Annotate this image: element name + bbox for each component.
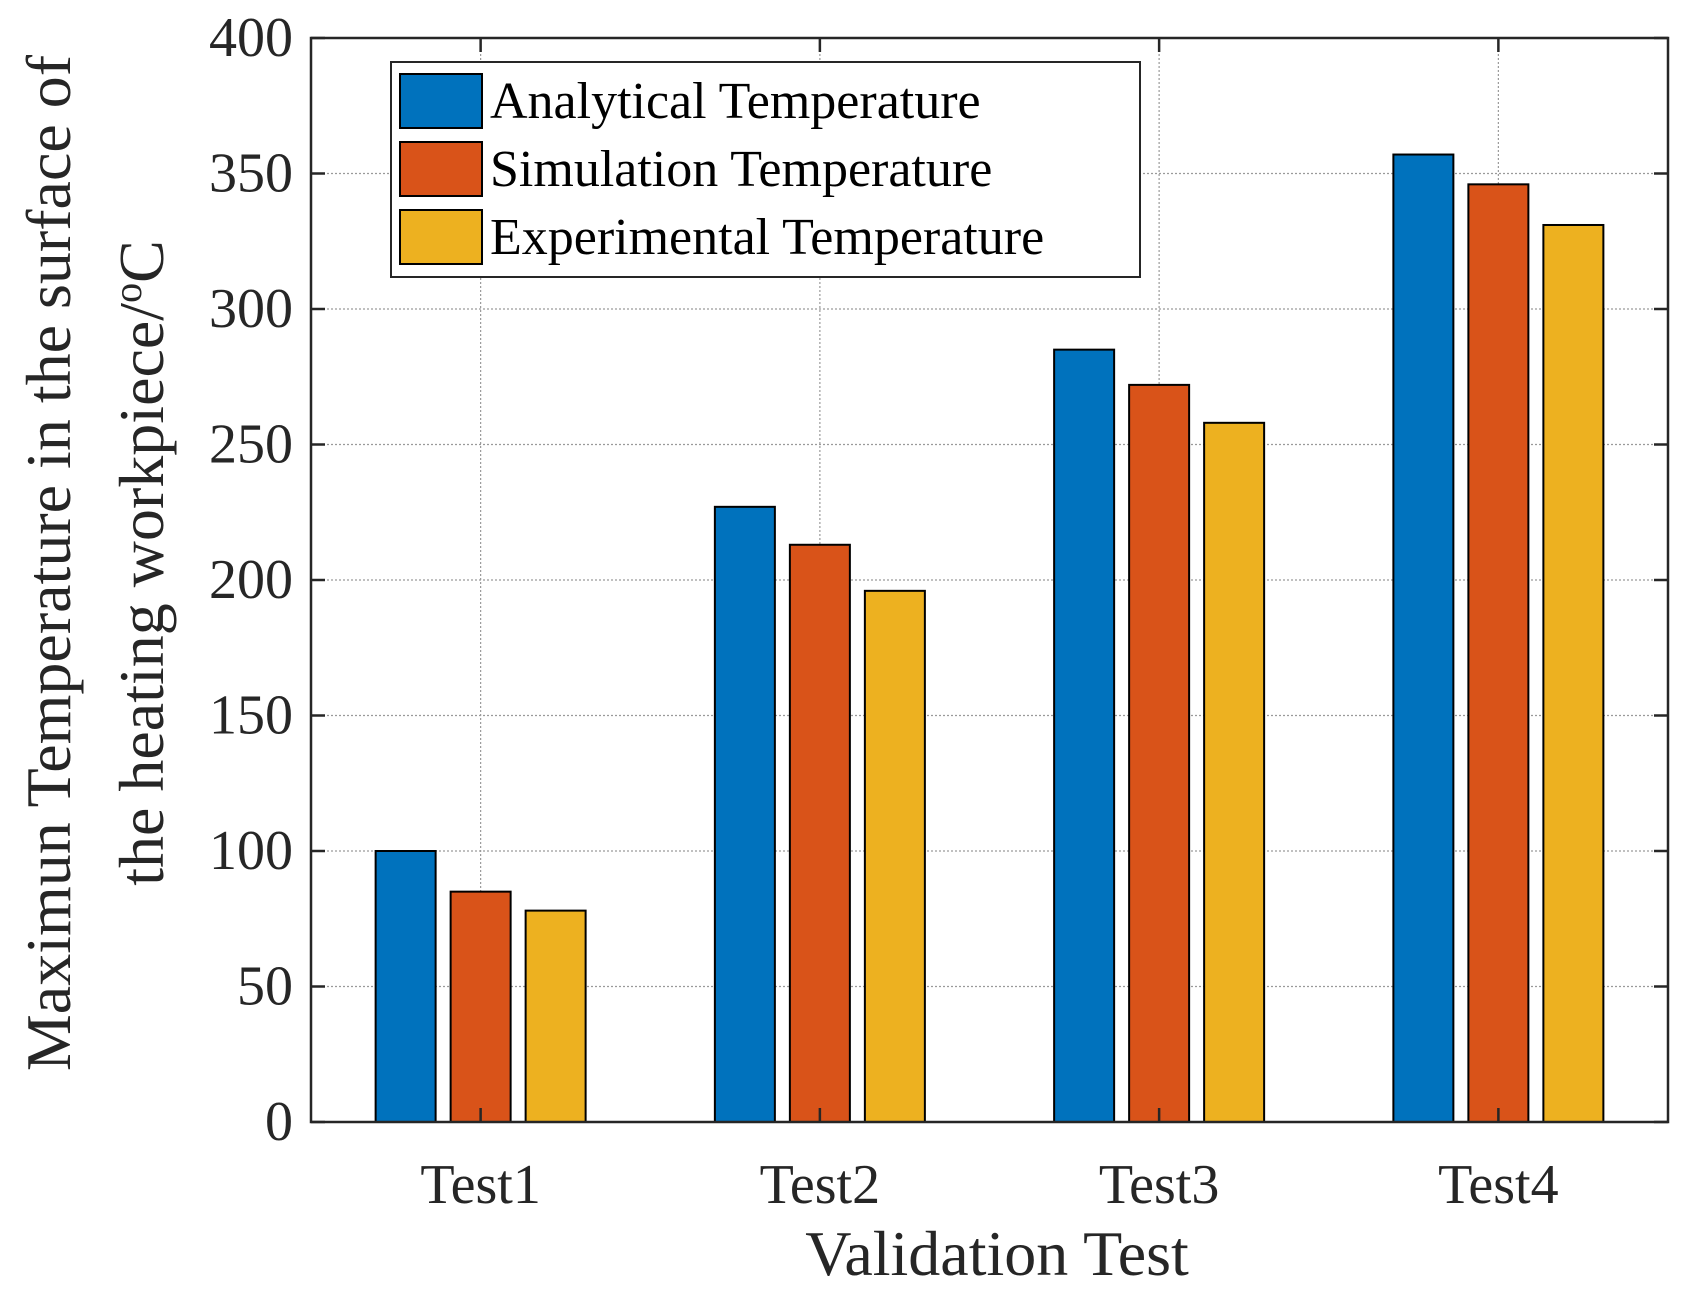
bars <box>374 153 1605 1124</box>
bar-analytical-temperature-test2 <box>713 505 776 1123</box>
y-tick-label: 200 <box>209 549 293 611</box>
bar-simulation-temperature-test1 <box>449 890 512 1124</box>
y-axis-title-line1: Maximun Temperature in the surface of <box>13 54 84 1071</box>
bar-analytical-temperature-test1 <box>374 850 437 1123</box>
y-tick-label: 400 <box>209 7 293 69</box>
y-tick-label: 300 <box>209 278 293 340</box>
legend-swatch <box>399 73 483 129</box>
y-axis-title-superscript: o <box>105 283 150 303</box>
y-tick-label: 0 <box>265 1091 293 1153</box>
x-tick-label: Test2 <box>760 1154 881 1216</box>
x-axis-title: Validation Test <box>805 1218 1189 1289</box>
legend: Analytical Temperature Simulation Tempera… <box>390 61 1141 278</box>
x-tick-label: Test1 <box>420 1154 541 1216</box>
y-axis-title-main: the heating workpiece/ <box>106 303 177 886</box>
bar-analytical-temperature-test3 <box>1053 348 1116 1123</box>
legend-label: Analytical Temperature <box>490 73 981 130</box>
bar-experimental-temperature-test1 <box>524 909 587 1123</box>
y-axis-title-line2: the heating workpiece/oC <box>105 240 177 886</box>
bar-simulation-temperature-test2 <box>788 543 851 1123</box>
y-tick-label: 250 <box>209 414 293 476</box>
x-tick-label: Test3 <box>1099 1154 1220 1216</box>
bar-simulation-temperature-test4 <box>1467 183 1530 1123</box>
bar-experimental-temperature-test2 <box>863 589 926 1123</box>
legend-swatch <box>399 141 483 197</box>
bar-analytical-temperature-test4 <box>1392 153 1455 1123</box>
y-axis-title-unit: C <box>106 240 177 283</box>
y-tick-label: 150 <box>209 685 293 747</box>
bar-experimental-temperature-test3 <box>1203 421 1266 1123</box>
y-tick-label: 50 <box>237 956 293 1018</box>
legend-label: Experimental Temperature <box>490 209 1044 266</box>
y-axis-title: Maximun Temperature in the surface of th… <box>13 54 177 1071</box>
bar-simulation-temperature-test3 <box>1128 383 1191 1123</box>
legend-label: Simulation Temperature <box>490 141 992 198</box>
bar-experimental-temperature-test4 <box>1542 223 1605 1124</box>
x-tick-label: Test4 <box>1438 1154 1559 1216</box>
legend-box <box>390 61 1141 278</box>
legend-swatch <box>399 209 483 265</box>
y-tick-label: 100 <box>209 820 293 882</box>
axis-ticks: 0 50 100 150 200 250 300 350 400 Test1 Test2 Test3 T… <box>209 7 1668 1216</box>
y-tick-label: 350 <box>209 143 293 205</box>
